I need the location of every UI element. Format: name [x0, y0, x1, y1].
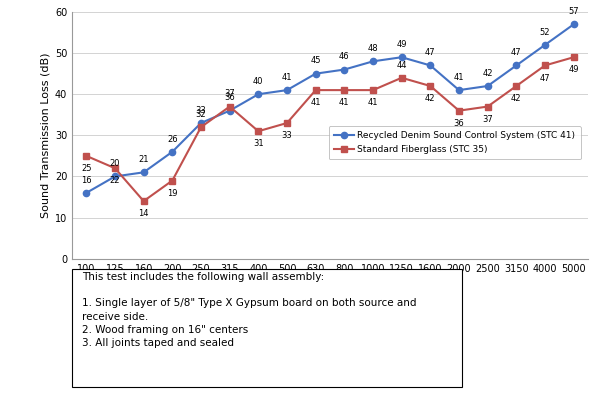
Text: 36: 36: [454, 119, 464, 128]
Standard Fiberglass (STC 35): [83, 154, 90, 158]
Legend: Recycled Denim Sound Control System (STC 41), Standard Fiberglass (STC 35): Recycled Denim Sound Control System (STC…: [329, 126, 581, 160]
Text: 41: 41: [310, 98, 321, 107]
Standard Fiberglass (STC 35): [513, 84, 520, 88]
Text: 32: 32: [196, 110, 206, 119]
Standard Fiberglass (STC 35): [283, 121, 290, 126]
Recycled Denim Sound Control System (STC 41): [455, 88, 463, 92]
Standard Fiberglass (STC 35): [255, 129, 262, 134]
Text: 41: 41: [368, 98, 378, 107]
Text: 33: 33: [196, 106, 206, 115]
Recycled Denim Sound Control System (STC 41): [570, 22, 577, 27]
Recycled Denim Sound Control System (STC 41): [197, 121, 205, 126]
Text: 14: 14: [139, 209, 149, 218]
Standard Fiberglass (STC 35): [370, 88, 377, 92]
Standard Fiberglass (STC 35): [427, 84, 434, 88]
Text: 31: 31: [253, 140, 263, 148]
Recycled Denim Sound Control System (STC 41): [341, 67, 348, 72]
Text: 19: 19: [167, 189, 178, 198]
Text: 52: 52: [540, 28, 550, 37]
Text: 22: 22: [110, 176, 120, 186]
Recycled Denim Sound Control System (STC 41): [140, 170, 147, 175]
Recycled Denim Sound Control System (STC 41): [541, 42, 548, 47]
Text: 42: 42: [482, 69, 493, 78]
Text: 37: 37: [224, 89, 235, 98]
Text: 40: 40: [253, 77, 263, 86]
Text: 47: 47: [425, 48, 436, 57]
Text: 26: 26: [167, 134, 178, 144]
Text: 44: 44: [397, 60, 407, 70]
Recycled Denim Sound Control System (STC 41): [255, 92, 262, 97]
Line: Standard Fiberglass (STC 35): Standard Fiberglass (STC 35): [83, 54, 577, 204]
Text: 45: 45: [310, 56, 321, 66]
Standard Fiberglass (STC 35): [312, 88, 319, 92]
Text: 16: 16: [81, 176, 92, 185]
Recycled Denim Sound Control System (STC 41): [169, 149, 176, 154]
Text: 41: 41: [339, 98, 350, 107]
Recycled Denim Sound Control System (STC 41): [484, 84, 491, 88]
Text: 48: 48: [368, 44, 379, 53]
Text: 57: 57: [568, 7, 579, 16]
Recycled Denim Sound Control System (STC 41): [83, 190, 90, 195]
Text: 33: 33: [281, 131, 292, 140]
Standard Fiberglass (STC 35): [112, 166, 119, 171]
Recycled Denim Sound Control System (STC 41): [283, 88, 290, 92]
Text: 37: 37: [482, 115, 493, 124]
Standard Fiberglass (STC 35): [398, 75, 405, 80]
Text: 41: 41: [282, 73, 292, 82]
Text: 47: 47: [539, 74, 550, 83]
Standard Fiberglass (STC 35): [226, 104, 233, 109]
Standard Fiberglass (STC 35): [197, 125, 205, 130]
Text: 25: 25: [81, 164, 92, 173]
Text: 49: 49: [568, 66, 579, 74]
Standard Fiberglass (STC 35): [140, 199, 147, 204]
Text: 47: 47: [511, 48, 521, 57]
Y-axis label: Sound Transmission Loss (dB): Sound Transmission Loss (dB): [41, 52, 50, 218]
Text: 42: 42: [511, 94, 521, 103]
Standard Fiberglass (STC 35): [169, 178, 176, 183]
Text: This test includes the following wall assembly:

1. Single layer of 5/8" Type X : This test includes the following wall as…: [82, 272, 417, 348]
Recycled Denim Sound Control System (STC 41): [398, 55, 405, 60]
Standard Fiberglass (STC 35): [484, 104, 491, 109]
Recycled Denim Sound Control System (STC 41): [370, 59, 377, 64]
Recycled Denim Sound Control System (STC 41): [226, 108, 233, 113]
Text: 36: 36: [224, 94, 235, 102]
Text: 41: 41: [454, 73, 464, 82]
X-axis label: Frequency (Hz): Frequency (Hz): [286, 278, 374, 291]
Text: 21: 21: [139, 155, 149, 164]
Text: 46: 46: [339, 52, 350, 61]
Recycled Denim Sound Control System (STC 41): [112, 174, 119, 179]
Recycled Denim Sound Control System (STC 41): [312, 71, 319, 76]
Standard Fiberglass (STC 35): [541, 63, 548, 68]
Standard Fiberglass (STC 35): [341, 88, 348, 92]
Text: 20: 20: [110, 159, 120, 168]
Recycled Denim Sound Control System (STC 41): [427, 63, 434, 68]
FancyBboxPatch shape: [72, 269, 461, 387]
Standard Fiberglass (STC 35): [455, 108, 463, 113]
Text: 42: 42: [425, 94, 436, 103]
Text: 49: 49: [397, 40, 407, 49]
Line: Recycled Denim Sound Control System (STC 41): Recycled Denim Sound Control System (STC…: [83, 21, 577, 196]
Recycled Denim Sound Control System (STC 41): [513, 63, 520, 68]
Standard Fiberglass (STC 35): [570, 55, 577, 60]
